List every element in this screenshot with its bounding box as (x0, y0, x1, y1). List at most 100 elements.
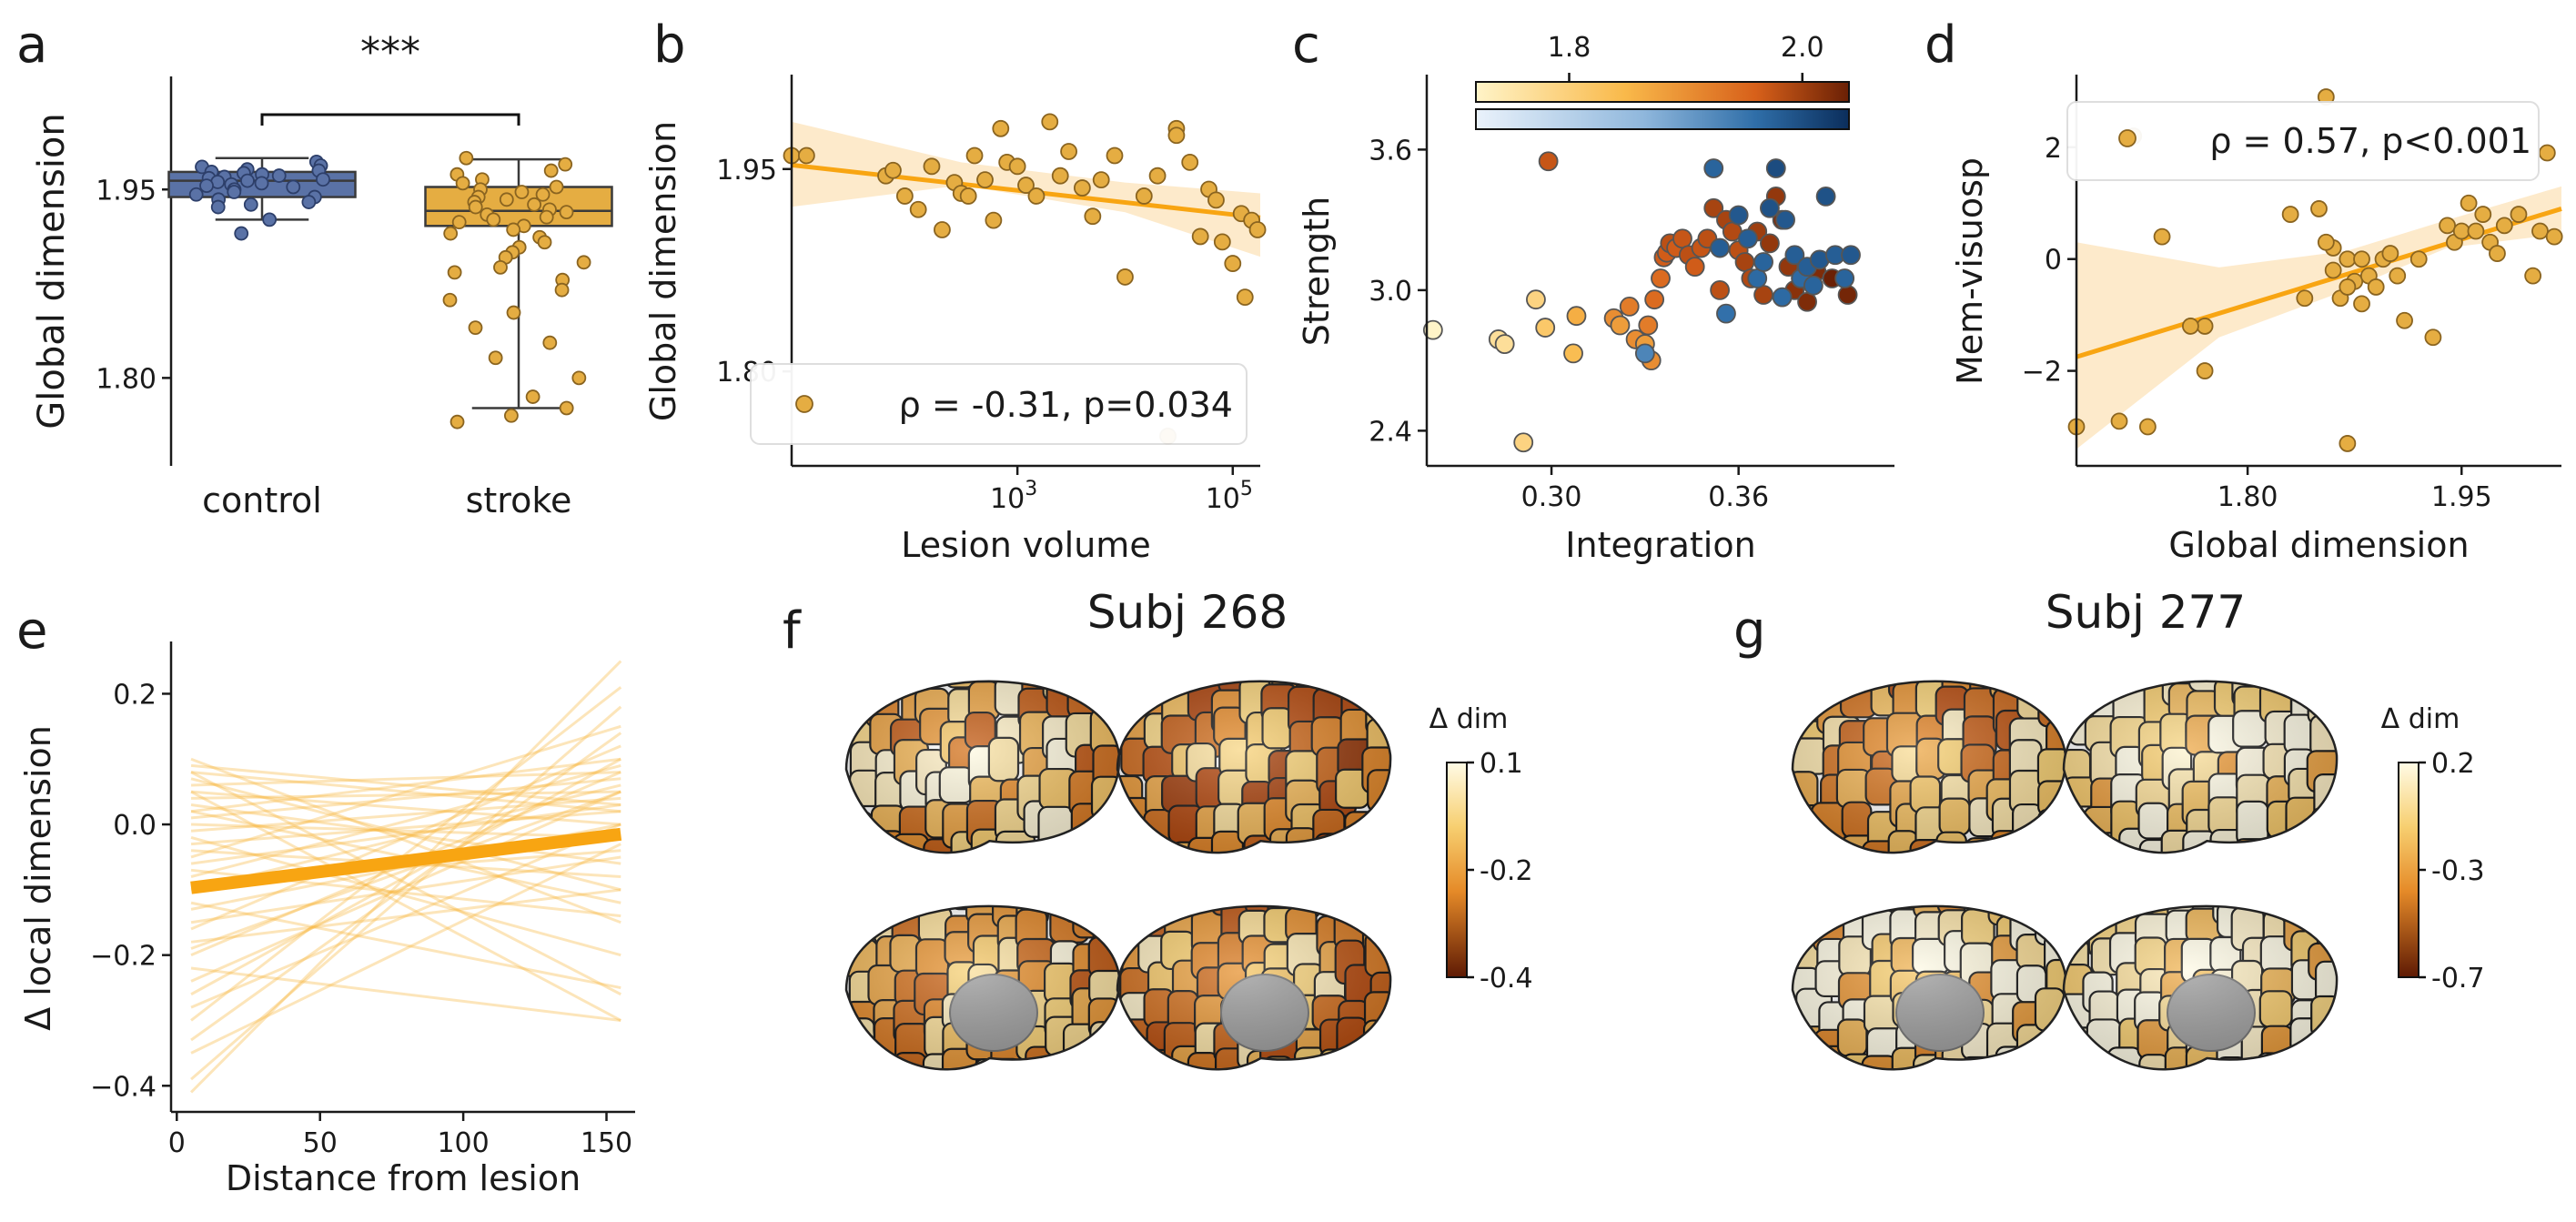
panelG-hemisphere-0-parcel (1793, 681, 1829, 719)
e-subject-line (190, 901, 621, 990)
d-legend-marker (2118, 129, 2137, 147)
panelG-hemisphere-1-parcel (2064, 681, 2096, 708)
panelG-hemisphere-1-outline (2062, 680, 2339, 854)
c-stroke-point (1610, 315, 1631, 336)
panelF-hemisphere-2-parcel (1063, 905, 1100, 924)
c-stroke-point (1734, 252, 1755, 272)
b-point (1213, 233, 1231, 251)
panelG-title: Subj 277 (2046, 586, 2246, 639)
panelF-hemisphere-2-parcel (916, 905, 951, 911)
panelF-hemisphere-2-parcel (949, 905, 986, 911)
b-point (884, 161, 902, 179)
d-ylabel: Mem-visuosp (1950, 157, 1990, 385)
panelF-hemisphere-2-parcel (1040, 905, 1078, 913)
panelF-hemisphere-0-parcel (1096, 805, 1120, 845)
panelG-hemisphere-1-parcel (2233, 838, 2274, 853)
e-subject-line (190, 810, 621, 846)
e-subject-line (189, 660, 622, 1094)
panel-label-f: f (783, 601, 802, 661)
e-mean-line (190, 827, 622, 894)
d-point (2381, 245, 2399, 262)
c-stroke-point (1422, 319, 1443, 340)
panelG-hemisphere-1-parcel (2065, 832, 2096, 853)
panelF-hemisphere-2-shading (846, 905, 1120, 1070)
panelF-hemisphere-0-parcel (1091, 840, 1120, 853)
e-subject-line (190, 777, 621, 892)
panel-label-g: g (1733, 601, 1766, 661)
d-point (2460, 194, 2478, 212)
panelF-colorbar-tick-label: -0.4 (1480, 963, 1533, 995)
e-subject-line (190, 796, 621, 833)
b-point (992, 119, 1010, 137)
a-ytick-label: 1.80 (96, 363, 157, 395)
d-point (2389, 267, 2407, 285)
c-control-point (1716, 303, 1736, 324)
c-control-point (1760, 197, 1780, 218)
panelG-hemisphere-3-parcel (2064, 905, 2094, 924)
e-subject-line (190, 790, 621, 950)
d-point (2489, 245, 2506, 262)
d-legend-box (2066, 101, 2540, 181)
e-xlabel: Distance from lesion (226, 1158, 581, 1198)
panelF-hemisphere-0-parcel (866, 681, 898, 699)
panelG-hemisphere-0-parcel (1793, 839, 1824, 853)
a-point-stroke (451, 215, 467, 230)
e-subject-line (190, 763, 621, 807)
b-point (959, 187, 977, 205)
c-stroke-point (1684, 257, 1705, 278)
e-subject-line (190, 771, 621, 813)
b-xtick-label: 105 (1206, 478, 1253, 515)
a-point-stroke (576, 255, 591, 270)
a-point-stroke (486, 212, 501, 227)
d-point (2439, 217, 2456, 235)
panelF-hemisphere-1-parcel (1314, 833, 1355, 853)
a-category-label: control (202, 480, 322, 520)
panelG-hemisphere-1-shading (2064, 681, 2338, 853)
b-point (1181, 153, 1199, 171)
panelG-hemisphere-2-parcel (2044, 905, 2066, 917)
b-legend-marker (795, 395, 813, 413)
e-subject-line (190, 686, 622, 1022)
panelF-hemisphere-3-parcel (1136, 905, 1175, 921)
b-point (976, 171, 994, 189)
c-stroke-point (1526, 289, 1546, 310)
e-subject-line (190, 724, 621, 859)
a-point-stroke (527, 197, 542, 212)
e-subject-line (190, 757, 621, 996)
b-point (797, 146, 815, 165)
a-significance-stars: *** (360, 29, 420, 76)
d-point (2196, 318, 2214, 335)
e-subject-line (190, 705, 622, 1081)
b-ylabel: Global dimension (643, 121, 683, 421)
panelG-hemisphere-1-parcel (2093, 681, 2126, 692)
b-point (965, 146, 984, 165)
b-xtick-exponent: 5 (1240, 478, 1253, 500)
panelF-hemisphere-2-outline (844, 904, 1121, 1071)
panelF-colorbar (1446, 762, 1468, 978)
panelF-hemisphere-2-parcel (974, 1058, 1009, 1070)
b-xtick-base: 10 (990, 483, 1025, 515)
d-point (2510, 206, 2528, 223)
panelF-hemisphere-3-parcel (1362, 1055, 1391, 1070)
e-xtick-label: 100 (437, 1127, 489, 1159)
panelG-hemisphere-3-parcel (2086, 905, 2126, 924)
panelG-hemisphere-1 (2064, 681, 2338, 853)
b-xtick-exponent: 3 (1025, 478, 1037, 500)
panelF-hemisphere-0-parcel (915, 681, 955, 685)
a-point-control (243, 197, 258, 212)
e-subject-line (190, 803, 621, 865)
b-point (909, 200, 927, 218)
panel-label-d: d (1924, 15, 1957, 75)
e-ytick-label: 0.0 (113, 810, 157, 842)
d-ytick-label: 0 (2045, 245, 2062, 277)
panelF-hemisphere-0-parcel (846, 681, 882, 691)
a-point-stroke (443, 226, 459, 241)
c-control-point (1747, 268, 1768, 288)
d-point (2353, 295, 2370, 313)
panelG-hemisphere-2-parcel (1793, 1055, 1823, 1070)
c-stroke-point (1710, 279, 1731, 300)
panelF-hemisphere-0 (846, 681, 1120, 853)
a-point-stroke (468, 320, 483, 336)
panelF-hemisphere-1-parcel (1117, 834, 1147, 853)
a-point-stroke (554, 282, 570, 298)
